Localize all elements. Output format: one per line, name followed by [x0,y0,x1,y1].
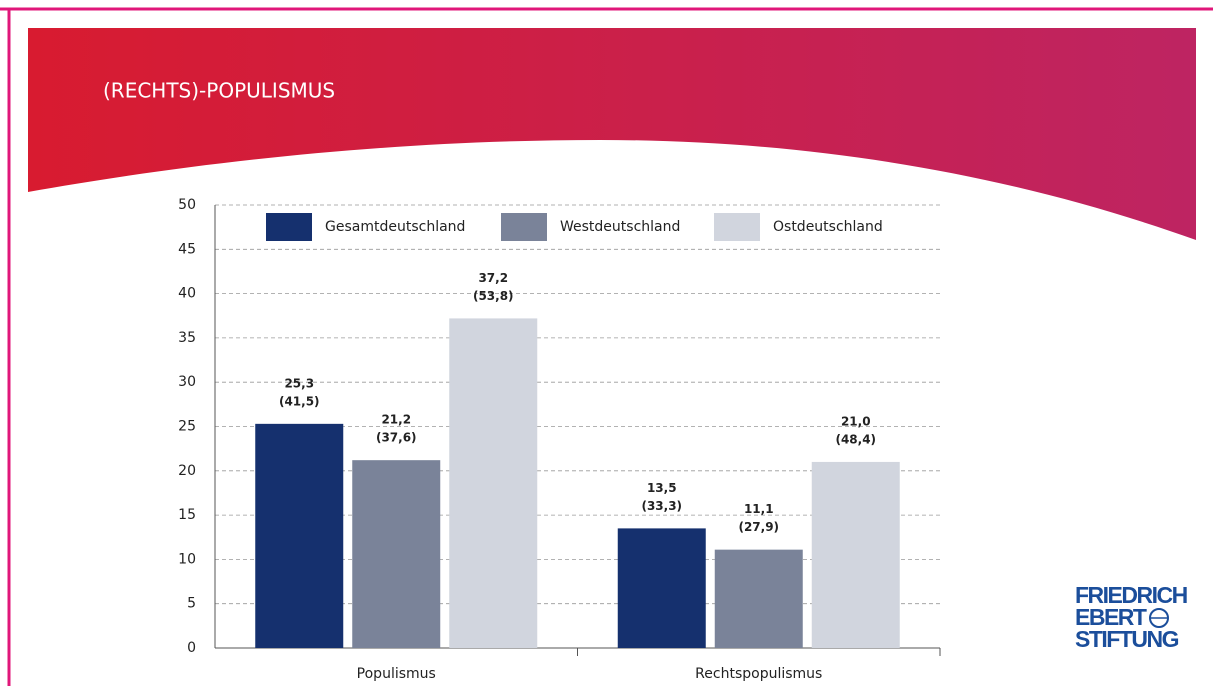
bar [255,423,344,648]
legend-swatch [266,213,312,241]
legend-swatch [501,213,547,241]
value-label: 25,3 [284,376,314,390]
legend-label: Westdeutschland [560,219,680,235]
logo-text: FRIEDRICH [1075,582,1188,608]
x-tick-label: Rechtspopulismus [695,666,822,682]
logo-text: EBERT [1075,604,1147,630]
y-tick-label: 35 [178,330,196,346]
value-label: 37,2 [478,271,508,285]
x-tick-label: Populismus [357,666,436,682]
value-label: (41,5) [279,394,320,408]
bar [617,528,706,648]
y-tick-label: 15 [178,507,196,523]
slide-title: (RECHTS)-POPULISMUS [103,79,335,103]
y-tick-label: 45 [178,241,196,257]
value-label: (48,4) [835,432,876,446]
legend-label: Gesamtdeutschland [325,219,465,235]
y-tick-label: 10 [178,551,196,567]
bar [714,549,803,648]
y-tick-label: 5 [187,596,196,612]
logo-text: STIFTUNG [1075,626,1179,652]
y-tick-label: 40 [178,286,196,302]
y-tick-label: 20 [178,463,196,479]
value-label: 11,1 [744,502,774,516]
value-label: (33,3) [641,499,682,513]
value-label: (53,8) [473,289,514,303]
bar [811,461,900,648]
legend-swatch [714,213,760,241]
y-tick-label: 25 [178,419,196,435]
value-label: (37,6) [376,431,417,445]
y-tick-label: 0 [187,640,196,656]
value-label: 21,0 [841,414,871,428]
y-tick-label: 50 [178,197,196,213]
value-label: 13,5 [647,481,677,495]
value-label: (27,9) [738,520,779,534]
legend-label: Ostdeutschland [773,219,883,235]
bar [449,318,538,648]
bar [352,460,441,648]
value-label: 21,2 [381,413,411,427]
y-tick-label: 30 [178,374,196,390]
banner [28,28,1196,240]
